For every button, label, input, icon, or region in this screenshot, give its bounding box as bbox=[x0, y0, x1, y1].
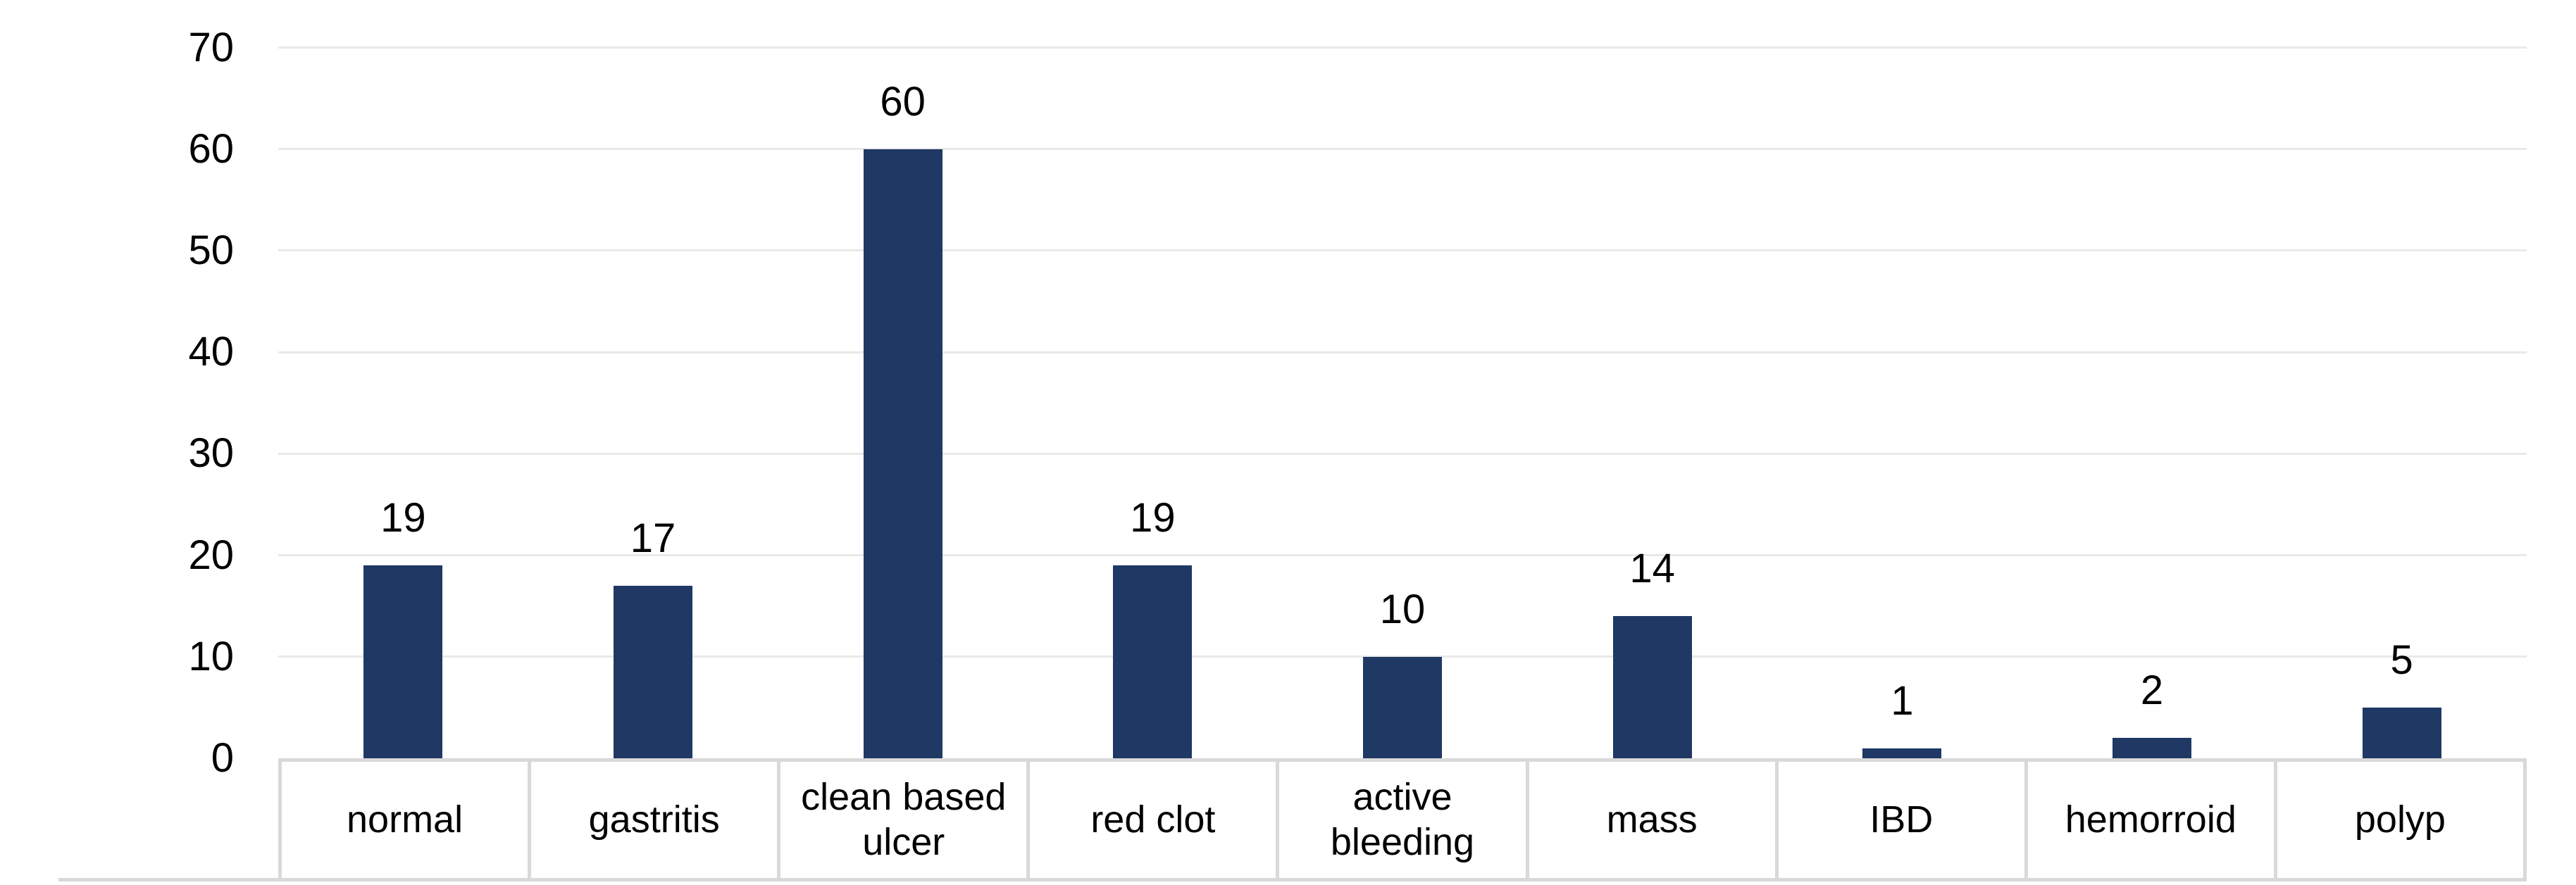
gridline-y-30 bbox=[278, 452, 2527, 455]
bar-hemorroid bbox=[2113, 738, 2191, 758]
gridline-y-60 bbox=[278, 148, 2527, 151]
bar-value-label: 5 bbox=[2390, 636, 2413, 683]
bar-red-clot bbox=[1113, 565, 1193, 758]
bar-value-label: 14 bbox=[1629, 546, 1675, 592]
gridline-y-10 bbox=[278, 655, 2527, 658]
category-label-text: gastritis bbox=[588, 798, 720, 841]
category-label-mass: mass bbox=[1525, 758, 1779, 881]
category-label-text: mass bbox=[1606, 798, 1698, 841]
gridline-y-40 bbox=[278, 351, 2527, 353]
y-tick-label: 50 bbox=[188, 227, 234, 273]
bar-value-label: 1 bbox=[1891, 677, 1914, 724]
bar-value-label: 10 bbox=[1379, 586, 1426, 632]
bar-value-label: 17 bbox=[630, 515, 676, 561]
bar-IBD bbox=[1862, 748, 1942, 758]
bar-active-bleeding bbox=[1363, 656, 1442, 758]
bar-value-label: 60 bbox=[880, 78, 926, 125]
category-label-text: IBD bbox=[1869, 798, 1934, 841]
category-label-active-bleeding: active bleeding bbox=[1276, 758, 1529, 881]
y-tick-label: 30 bbox=[188, 430, 234, 477]
category-label-text: active bleeding bbox=[1330, 775, 1475, 863]
y-tick-label: 10 bbox=[188, 633, 234, 679]
bar-mass bbox=[1612, 616, 1692, 758]
y-tick-label: 60 bbox=[188, 125, 234, 172]
bar-clean-based-ulcer bbox=[863, 149, 942, 758]
y-tick-label: 40 bbox=[188, 329, 234, 375]
category-label-text: clean based ulcer bbox=[801, 775, 1007, 863]
bar-polyp bbox=[2362, 707, 2441, 758]
category-label-hemorroid: hemorroid bbox=[2024, 758, 2277, 881]
bar-normal bbox=[363, 565, 443, 758]
category-label-text: polyp bbox=[2354, 798, 2446, 841]
y-tick-label: 0 bbox=[211, 735, 234, 781]
gridline-y-50 bbox=[278, 249, 2527, 252]
y-tick-label: 20 bbox=[188, 532, 234, 578]
bar-value-label: 2 bbox=[2140, 667, 2164, 714]
category-label-text: normal bbox=[347, 798, 463, 841]
bar-gastritis bbox=[614, 585, 692, 758]
category-label-gastritis: gastritis bbox=[528, 758, 781, 881]
category-label-text: hemorroid bbox=[2065, 798, 2236, 841]
y-tick-label: 70 bbox=[188, 24, 234, 70]
category-axis: normal gastritis clean based ulcer red clot… bbox=[278, 758, 2527, 881]
category-label-clean-based-ulcer: clean based ulcer bbox=[777, 758, 1031, 881]
category-label-text: red clot bbox=[1090, 798, 1216, 841]
gridline-y-20 bbox=[278, 554, 2527, 557]
category-label-normal: normal bbox=[278, 758, 532, 881]
bar-value-label: 19 bbox=[1130, 495, 1176, 541]
gridline-y-70 bbox=[278, 46, 2527, 49]
category-label-polyp: polyp bbox=[2273, 758, 2527, 881]
category-label-IBD: IBD bbox=[1774, 758, 2028, 881]
bar-value-label: 19 bbox=[380, 495, 426, 541]
category-axis-baseline-extension bbox=[58, 878, 282, 881]
category-label-red-clot: red clot bbox=[1026, 758, 1280, 881]
